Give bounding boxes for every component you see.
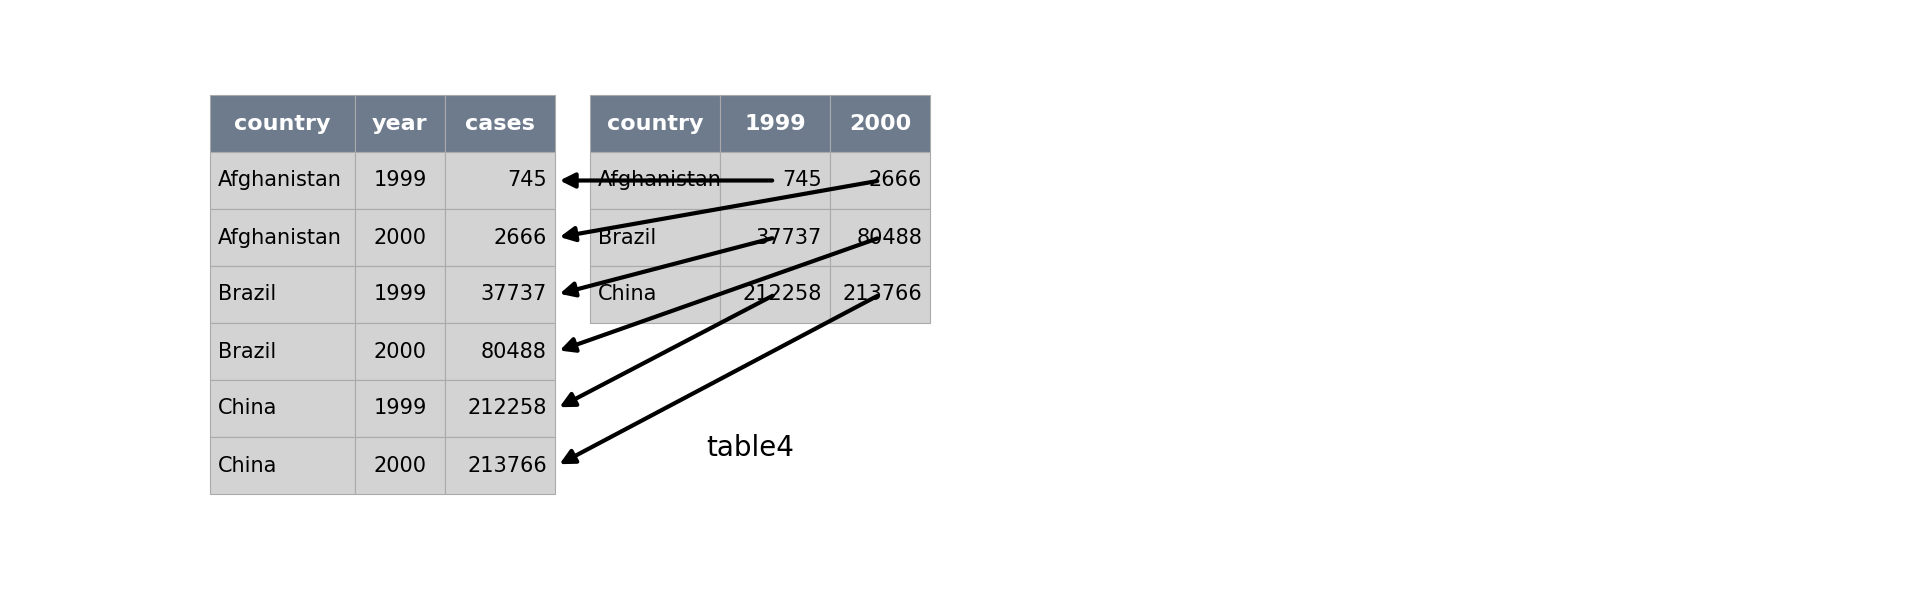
Text: table4: table4 <box>707 434 795 462</box>
Text: 2000: 2000 <box>849 113 912 133</box>
Bar <box>445 437 555 494</box>
Bar <box>720 152 829 209</box>
Bar <box>720 95 829 152</box>
Bar <box>589 266 720 323</box>
Bar <box>829 95 929 152</box>
Text: 80488: 80488 <box>856 227 922 247</box>
Bar <box>355 437 445 494</box>
Text: 2666: 2666 <box>868 170 922 191</box>
Bar <box>445 152 555 209</box>
Text: 80488: 80488 <box>482 341 547 361</box>
Bar <box>829 152 929 209</box>
Bar <box>355 380 445 437</box>
Bar <box>445 209 555 266</box>
Text: China: China <box>219 455 276 475</box>
Text: country: country <box>607 113 703 133</box>
Text: 1999: 1999 <box>745 113 806 133</box>
Bar <box>445 95 555 152</box>
Text: 1999: 1999 <box>372 170 426 191</box>
Bar <box>209 152 355 209</box>
Bar <box>355 209 445 266</box>
Bar <box>720 266 829 323</box>
Text: China: China <box>219 398 276 419</box>
Text: 745: 745 <box>507 170 547 191</box>
Text: Brazil: Brazil <box>219 284 276 304</box>
Text: 2000: 2000 <box>374 455 426 475</box>
Bar <box>209 437 355 494</box>
Bar <box>720 209 829 266</box>
Bar <box>355 95 445 152</box>
Text: 37737: 37737 <box>756 227 822 247</box>
Text: 212258: 212258 <box>468 398 547 419</box>
Text: 213766: 213766 <box>843 284 922 304</box>
Bar <box>355 152 445 209</box>
Text: 212258: 212258 <box>743 284 822 304</box>
Bar <box>209 323 355 380</box>
Text: 213766: 213766 <box>467 455 547 475</box>
Bar <box>209 95 355 152</box>
Text: 2000: 2000 <box>374 227 426 247</box>
Text: year: year <box>372 113 428 133</box>
Text: 745: 745 <box>781 170 822 191</box>
Bar <box>589 95 720 152</box>
Text: country: country <box>234 113 330 133</box>
Bar <box>589 152 720 209</box>
Text: 1999: 1999 <box>372 284 426 304</box>
Text: China: China <box>597 284 657 304</box>
Bar <box>355 266 445 323</box>
Bar <box>445 266 555 323</box>
Text: Afghanistan: Afghanistan <box>219 227 342 247</box>
Text: 2666: 2666 <box>493 227 547 247</box>
Bar <box>589 209 720 266</box>
Text: cases: cases <box>465 113 536 133</box>
Text: Brazil: Brazil <box>219 341 276 361</box>
Text: 37737: 37737 <box>480 284 547 304</box>
Bar <box>355 323 445 380</box>
Bar <box>829 209 929 266</box>
Text: 1999: 1999 <box>372 398 426 419</box>
Text: 2000: 2000 <box>374 341 426 361</box>
Bar <box>209 209 355 266</box>
Bar <box>209 380 355 437</box>
Bar <box>209 266 355 323</box>
Text: Afghanistan: Afghanistan <box>219 170 342 191</box>
Bar <box>445 323 555 380</box>
Text: Brazil: Brazil <box>597 227 657 247</box>
Bar <box>445 380 555 437</box>
Bar <box>829 266 929 323</box>
Text: Afghanistan: Afghanistan <box>597 170 722 191</box>
